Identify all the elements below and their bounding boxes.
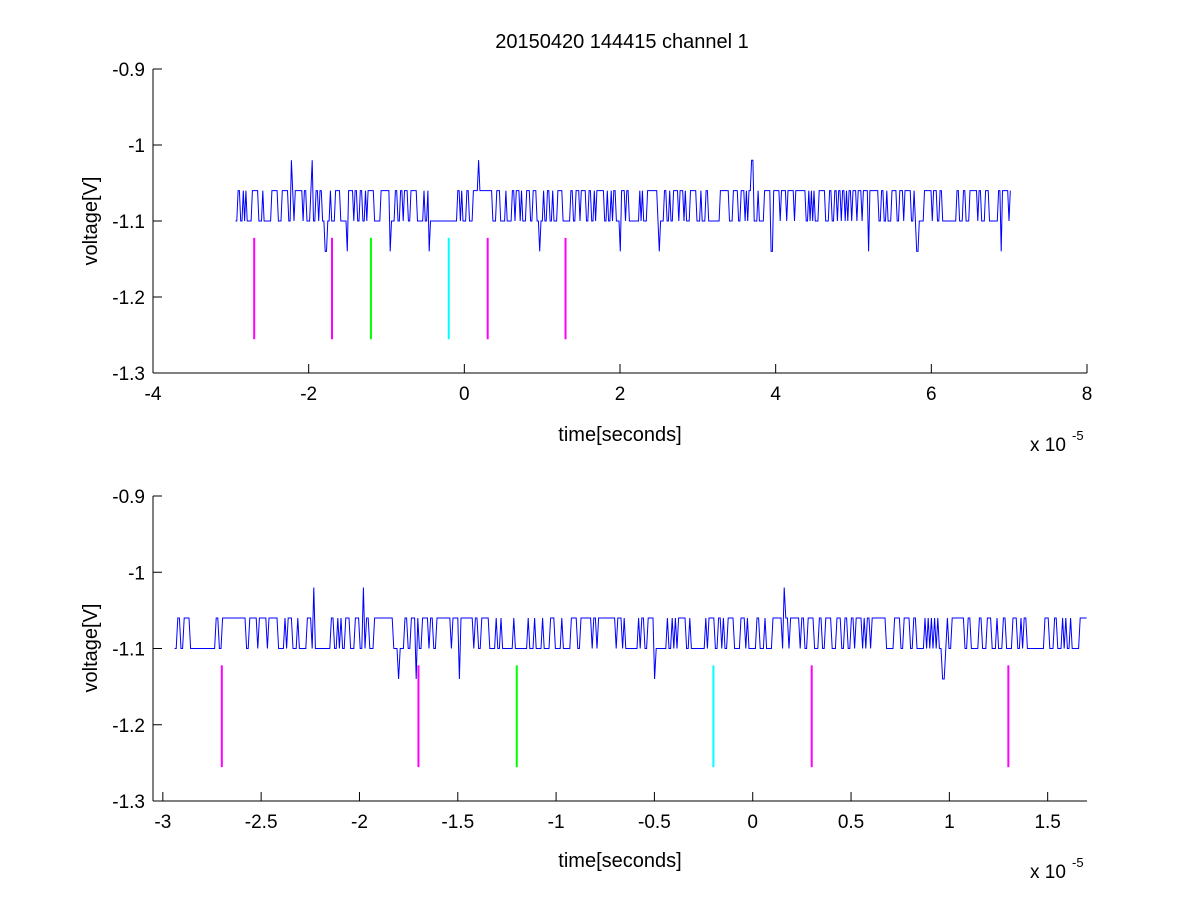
bottom-x-exponent-base: x 10 xyxy=(1030,862,1066,883)
top-ylabel: voltage[V] xyxy=(80,177,102,266)
bottom-xlabel: time[seconds] xyxy=(558,850,681,872)
x-tick-label: -2 xyxy=(351,812,368,833)
x-tick-label: -4 xyxy=(145,384,162,405)
y-tick-label: -1.3 xyxy=(112,364,145,385)
y-tick-label: -1.2 xyxy=(112,288,145,309)
bottom-x-exponent-power: -5 xyxy=(1072,855,1084,870)
x-tick-label: -1 xyxy=(548,812,565,833)
x-tick-label: -2 xyxy=(300,384,317,405)
top-marker-layer xyxy=(253,237,567,340)
y-tick-label: -1 xyxy=(128,563,145,584)
x-tick-label: 0 xyxy=(459,384,470,405)
x-tick-label: 1.5 xyxy=(1034,812,1060,833)
top-subplot: -4 -2 0 2 4 6 8 -1.3 -1.2 -1.1 -1 -0.9 time[seconds… xyxy=(80,60,1092,456)
signal-trace xyxy=(235,159,1011,252)
y-tick-label: -1.2 xyxy=(112,716,145,737)
bottom-signal-layer xyxy=(174,587,1087,680)
y-tick-label: -1.1 xyxy=(112,212,145,233)
x-tick-label: 2 xyxy=(615,384,626,405)
y-tick-label: -1.1 xyxy=(112,640,145,661)
signal-trace xyxy=(174,587,1087,680)
top-xlabel: time[seconds] xyxy=(558,424,681,446)
bottom-axis-layer: -3 -2.5 -2 -1.5 -1 -0.5 0 0.5 1 1.5 -1.3 -1.2 -1.1 -1… xyxy=(112,487,1087,833)
x-tick-label: 0.5 xyxy=(838,812,864,833)
x-tick-label: 8 xyxy=(1082,384,1093,405)
top-x-exponent-power: -5 xyxy=(1072,428,1084,443)
x-tick-label: 6 xyxy=(926,384,937,405)
y-tick-label: -1 xyxy=(128,136,145,157)
x-tick-label: 0 xyxy=(747,812,758,833)
bottom-ylabel: voltage[V] xyxy=(80,604,102,693)
figure-title: 20150420 144415 channel 1 xyxy=(495,31,749,53)
top-signal-layer xyxy=(235,159,1011,252)
y-tick-label: -0.9 xyxy=(112,60,145,81)
bottom-marker-layer xyxy=(220,665,1010,768)
y-tick-label: -1.3 xyxy=(112,792,145,813)
x-tick-label: -1.5 xyxy=(441,812,474,833)
x-tick-label: -2.5 xyxy=(245,812,278,833)
x-tick-label: 1 xyxy=(944,812,955,833)
y-tick-label: -0.9 xyxy=(112,487,145,508)
top-x-exponent-base: x 10 xyxy=(1030,435,1066,456)
x-tick-label: -0.5 xyxy=(638,812,671,833)
x-tick-label: -3 xyxy=(154,812,171,833)
x-tick-label: 4 xyxy=(770,384,781,405)
top-axis-layer: -4 -2 0 2 4 6 8 -1.3 -1.2 -1.1 -1 -0.9 xyxy=(112,60,1092,405)
bottom-subplot: -3 -2.5 -2 -1.5 -1 -0.5 0 0.5 1 1.5 -1.3 -1.2 -1.1 -1… xyxy=(80,487,1087,883)
